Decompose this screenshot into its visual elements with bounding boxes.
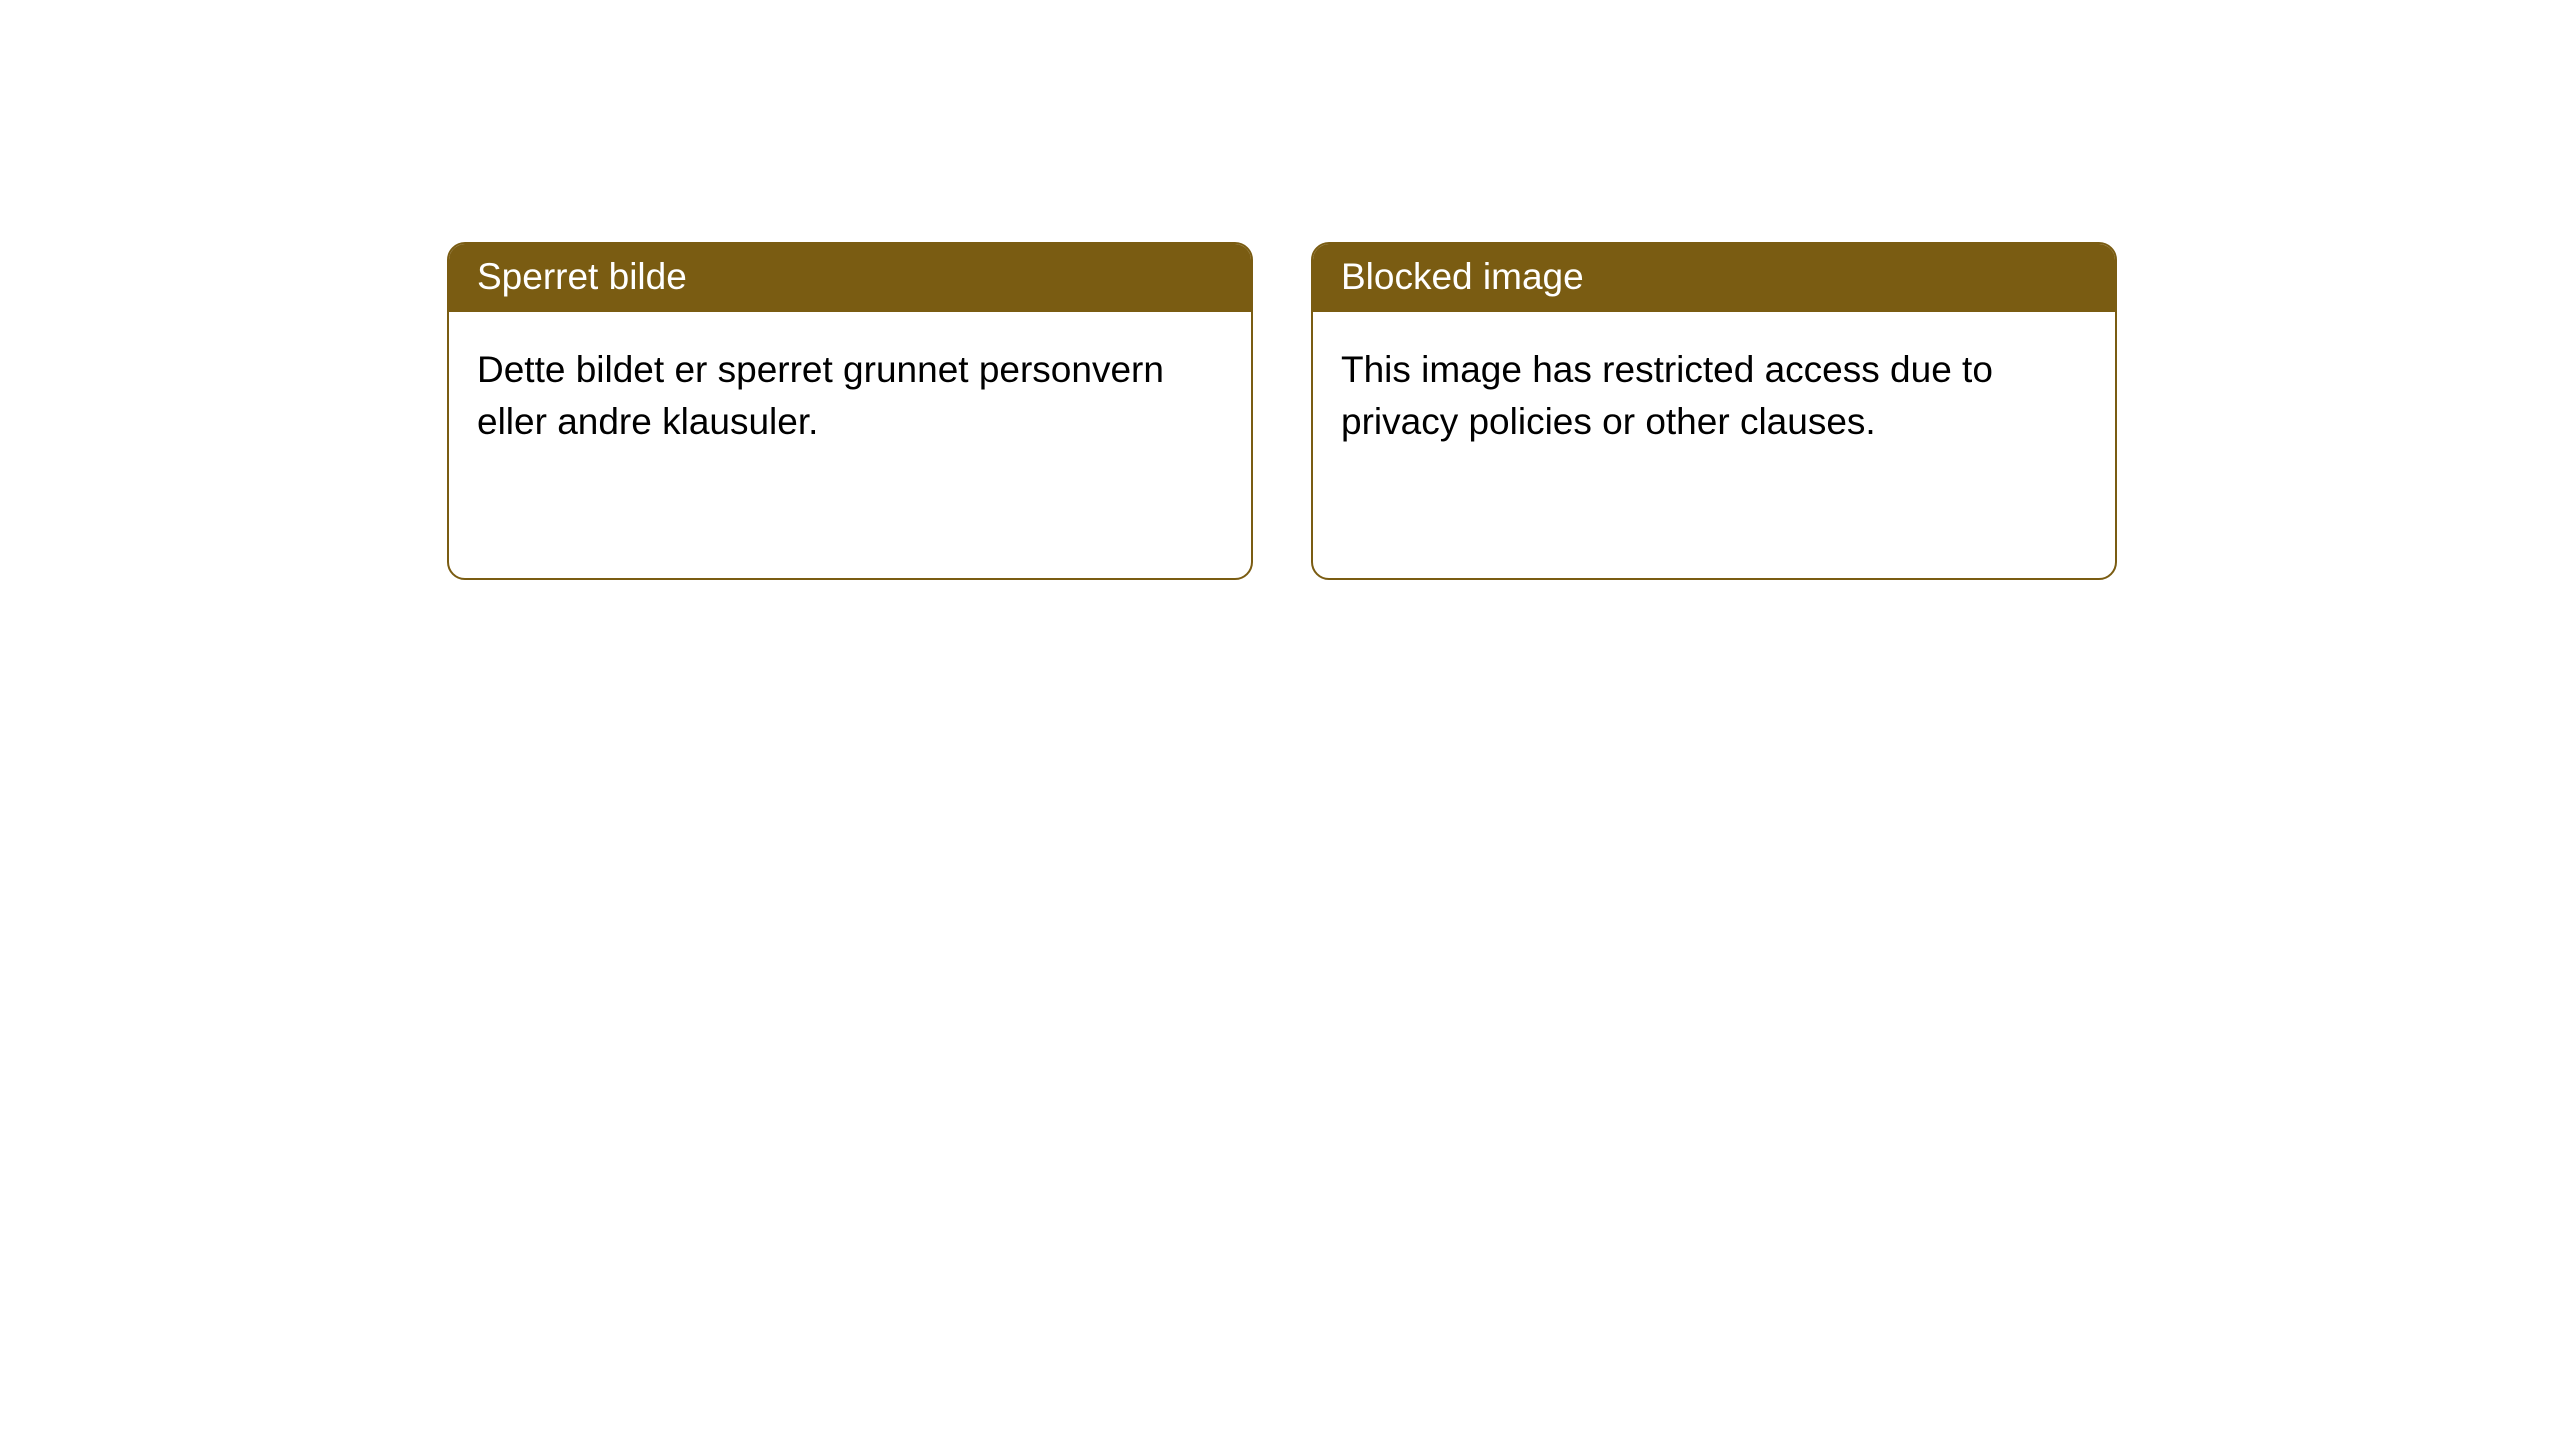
notice-container: Sperret bilde Dette bildet er sperret gr…: [447, 242, 2117, 580]
notice-title-english: Blocked image: [1313, 244, 2115, 312]
notice-body-norwegian: Dette bildet er sperret grunnet personve…: [449, 312, 1251, 480]
notice-card-english: Blocked image This image has restricted …: [1311, 242, 2117, 580]
notice-title-norwegian: Sperret bilde: [449, 244, 1251, 312]
notice-body-english: This image has restricted access due to …: [1313, 312, 2115, 480]
notice-card-norwegian: Sperret bilde Dette bildet er sperret gr…: [447, 242, 1253, 580]
